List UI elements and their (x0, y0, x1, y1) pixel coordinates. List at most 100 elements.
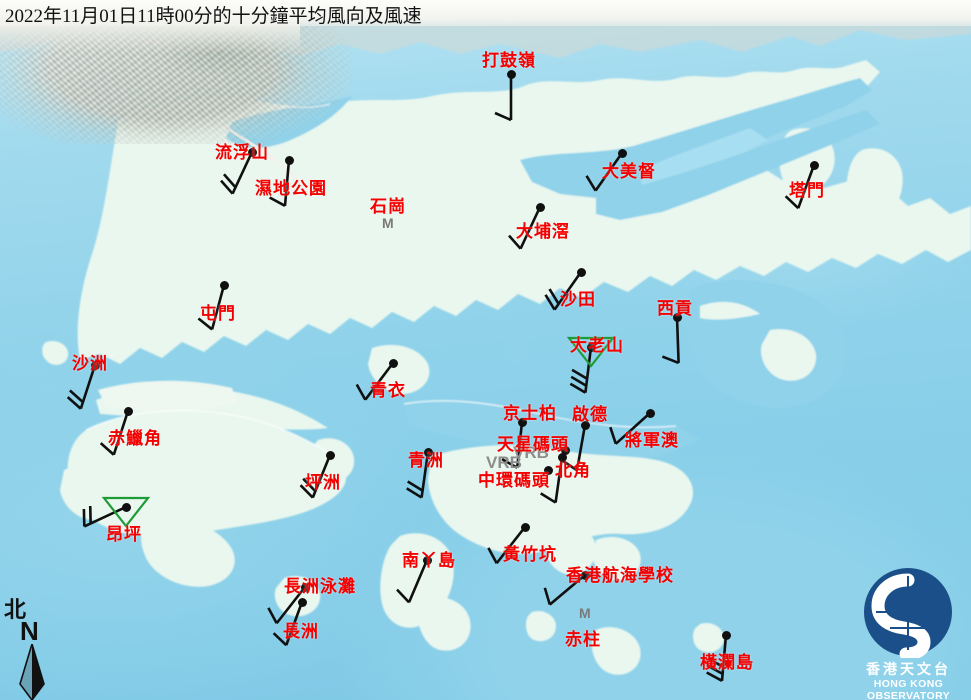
hko-emblem-icon (864, 568, 952, 658)
wind-barb-icon (487, 526, 527, 565)
station-label: 打鼓嶺 (482, 51, 536, 70)
station-label: 屯門 (200, 304, 236, 323)
logo-text-en: HONG KONG OBSERVATORY (866, 678, 951, 700)
station-dot (121, 502, 131, 512)
station-label: 京士柏 (503, 404, 557, 423)
station-label: 昂坪 (106, 525, 142, 544)
station-dot (422, 555, 432, 565)
wind-barb-icon (355, 362, 395, 401)
station-dot (297, 597, 307, 607)
title-bar (0, 0, 971, 26)
station-dot (576, 267, 586, 277)
station-label: 香港航海學校 (566, 566, 674, 585)
station-label: 青衣 (370, 381, 406, 400)
station-label: 大埔滘 (516, 222, 570, 241)
wind-barb-icon (540, 456, 564, 504)
wind-barb-icon (585, 152, 624, 192)
station-dot (517, 417, 527, 427)
wind-barb-icon (661, 316, 680, 365)
wind-barb-icon (543, 574, 586, 606)
page-title: 2022年11月01日11時00分的十分鐘平均風向及風速 (5, 6, 422, 27)
wind-barb-icon (396, 559, 429, 604)
station-label: 將軍澳 (625, 431, 679, 450)
variable-wind-flag: VRB (486, 453, 522, 472)
wind-barb-icon (299, 454, 332, 499)
station-dot (219, 280, 229, 290)
compass-rose: 北 N (4, 592, 64, 700)
wind-barb-icon (784, 164, 816, 210)
station-dot (535, 202, 545, 212)
station-label: 沙洲 (72, 354, 108, 373)
wind-barb-icon (66, 364, 97, 410)
hko-logo: 香港天文台 HONG KONG OBSERVATORY (846, 566, 971, 700)
station-dot (580, 570, 590, 580)
missing-data-flag: M (579, 605, 591, 621)
wind-barb-icon (501, 421, 524, 469)
wind-barb-icon (406, 451, 430, 499)
station-dot (247, 147, 257, 157)
station-dot (506, 69, 516, 79)
station-dot (284, 155, 294, 165)
station-dot (672, 312, 682, 322)
wind-barb-icon (220, 151, 254, 195)
wind-barb-icon (82, 505, 127, 528)
wind-barb-icon (569, 346, 593, 394)
station-label: 長洲泳灘 (284, 577, 356, 596)
wind-barb-icon (544, 271, 583, 311)
wind-barb-icon (494, 74, 513, 122)
compass-label-en: N (20, 616, 39, 646)
station-label: 沙田 (560, 290, 596, 309)
station-label: 青洲 (408, 451, 444, 470)
wind-barb-icon (197, 284, 226, 331)
variable-wind-flag: VRB (513, 443, 549, 462)
station-dot (123, 406, 133, 416)
station-label: 赤柱 (565, 630, 601, 649)
station-label: 坪洲 (305, 473, 341, 492)
station-label: 西貢 (657, 299, 693, 318)
station-dot (543, 465, 553, 475)
station-label: 橫瀾島 (700, 653, 754, 672)
logo-text-cn: 香港天文台 (866, 663, 951, 678)
station-label: 濕地公園 (255, 179, 327, 198)
wind-barb-icon (609, 412, 651, 445)
station-label: 中環碼頭 (478, 471, 550, 490)
station-label: 天星碼頭 (497, 435, 569, 454)
station-label: 流浮山 (215, 143, 269, 162)
station-label: 赤鱲角 (108, 429, 162, 448)
missing-data-flag: M (382, 215, 394, 231)
station-dot (586, 342, 596, 352)
wind-barb-icon (267, 586, 307, 625)
station-label: 塔門 (789, 181, 825, 200)
wind-barb-icon (99, 410, 130, 456)
wind-barb-icon (269, 159, 291, 207)
station-label: 大老山 (570, 336, 624, 355)
compass-label-cn: 北 (4, 597, 27, 622)
station-label: 大美督 (602, 162, 656, 181)
station-dot (520, 522, 530, 532)
gale-triangle-icon (101, 496, 151, 528)
station-dot (580, 420, 590, 430)
station-dot (90, 360, 100, 370)
station-dot (645, 408, 655, 418)
station-dot (423, 447, 433, 457)
station-dot (557, 452, 567, 462)
station-dot (300, 582, 310, 592)
north-arrow-icon (19, 644, 45, 700)
wind-barb-icon (561, 424, 587, 472)
station-label: 啟德 (572, 405, 608, 424)
station-label: 石崗 (370, 197, 406, 216)
station-label: 北角 (555, 461, 591, 480)
station-label: 黃竹坑 (503, 545, 557, 564)
station-dot (721, 630, 731, 640)
gale-triangle-icon (566, 336, 616, 368)
wind-barb-icon (508, 206, 542, 250)
station-dot (560, 445, 570, 455)
station-dot (325, 450, 335, 460)
station-dot (809, 160, 819, 170)
station-dot (388, 358, 398, 368)
station-label: 長洲 (283, 622, 319, 641)
wind-barb-icon (706, 634, 728, 682)
station-dot (617, 148, 627, 158)
station-label: 南丫島 (402, 551, 456, 570)
